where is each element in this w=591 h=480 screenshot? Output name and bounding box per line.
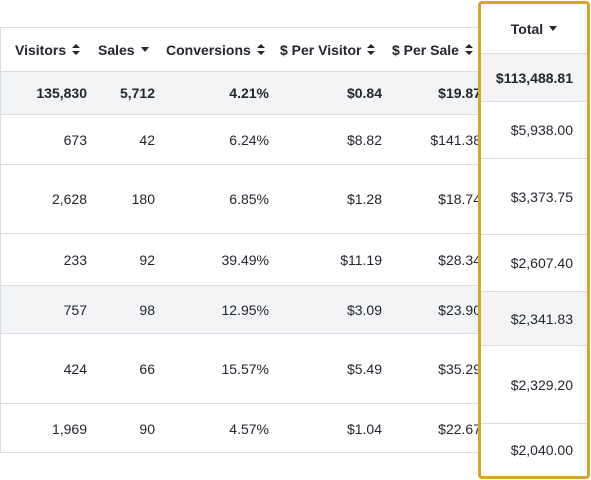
- cell-sales: 66: [139, 360, 155, 377]
- column-header-per-visitor[interactable]: $ Per Visitor: [280, 28, 376, 71]
- table-row[interactable]: 2,628 180 6.85% $1.28 $18.74: [1, 165, 481, 234]
- cell-visitors: 1,969: [51, 420, 87, 437]
- cell-sales: 90: [139, 420, 155, 437]
- cell-per-sale: $35.29: [438, 360, 481, 377]
- cell-total: $113,488.81: [481, 54, 587, 102]
- cell-per-visitor: $11.19: [340, 251, 382, 268]
- cell-total: $2,607.40: [481, 235, 587, 292]
- column-header-per-sale[interactable]: $ Per Sale: [392, 28, 473, 71]
- cell-total: $2,040.00: [510, 442, 573, 458]
- column-header-label: Conversions: [166, 41, 251, 58]
- cell-visitors: 135,830: [36, 85, 87, 101]
- cell-per-sale: $19.87: [438, 85, 481, 101]
- table-row[interactable]: 424 66 15.57% $5.49 $35.29: [1, 334, 481, 404]
- column-header-conversions[interactable]: Conversions: [166, 28, 265, 71]
- cell-sales: 180: [131, 191, 155, 207]
- cell-per-sale: $23.90: [438, 301, 481, 318]
- cell-sales: 98: [139, 301, 155, 318]
- cell-conversions: 4.21%: [229, 85, 269, 101]
- cell-visitors: 2,628: [51, 191, 87, 207]
- cell-per-sale: $18.74: [438, 191, 481, 207]
- cell-visitors: 757: [63, 301, 87, 318]
- cell-conversions: 15.57%: [221, 360, 269, 377]
- table-row[interactable]: 233 92 39.49% $11.19 $28.34: [1, 234, 481, 286]
- column-header-label: Visitors: [15, 41, 67, 58]
- cell-total: $2,329.20: [481, 346, 587, 424]
- cell-per-visitor: $8.82: [346, 131, 382, 148]
- cell-total: $3,373.75: [481, 159, 587, 235]
- cell-total: $2,341.83: [481, 292, 587, 346]
- column-header-label: Total: [510, 20, 544, 37]
- total-column-highlight: Total $113,488.81 $5,938.00 $3,373.75 $2…: [478, 1, 590, 479]
- cell-per-visitor: $5.49: [346, 360, 382, 377]
- cell-per-sale: $22.67: [438, 420, 481, 437]
- sort-arrows-icon[interactable]: [464, 44, 473, 55]
- column-header-total[interactable]: Total: [481, 4, 587, 54]
- cell-visitors: 424: [63, 360, 87, 377]
- column-header-label: Sales: [98, 41, 135, 58]
- table-header: Visitors Sales Conversions $ Per Visitor…: [1, 28, 480, 72]
- cell-conversions: 4.57%: [229, 420, 269, 437]
- cell-sales: 5,712: [119, 85, 155, 101]
- cell-per-visitor: $3.09: [346, 301, 382, 318]
- stats-table: Visitors Sales Conversions $ Per Visitor…: [0, 27, 481, 453]
- column-header-label: $ Per Visitor: [280, 41, 362, 58]
- cell-per-sale: $141.38: [430, 131, 481, 148]
- cell-per-visitor: $1.28: [346, 191, 382, 207]
- cell-per-sale: $28.34: [438, 251, 481, 268]
- cell-conversions: 12.95%: [221, 301, 269, 318]
- cell-sales: 92: [139, 251, 155, 268]
- sort-arrows-icon[interactable]: [256, 44, 265, 55]
- totals-row: 135,830 5,712 4.21% $0.84 $19.87: [1, 72, 481, 115]
- cell-sales: 42: [139, 131, 155, 148]
- cell-per-visitor: $1.04: [346, 420, 382, 437]
- column-header-label: $ Per Sale: [392, 41, 459, 58]
- sort-arrows-icon[interactable]: [367, 44, 376, 55]
- cell-conversions: 39.49%: [221, 251, 269, 268]
- cell-conversions: 6.24%: [229, 131, 269, 148]
- cell-visitors: 233: [63, 251, 87, 268]
- cell-per-visitor: $0.84: [346, 85, 382, 101]
- caret-down-icon[interactable]: [140, 47, 149, 52]
- cell-conversions: 6.85%: [229, 191, 269, 207]
- sort-arrows-icon[interactable]: [72, 44, 81, 55]
- cell-total: $5,938.00: [481, 102, 587, 159]
- column-header-sales[interactable]: Sales: [98, 28, 149, 71]
- cell-visitors: 673: [63, 131, 87, 148]
- column-header-visitors[interactable]: Visitors: [15, 28, 81, 71]
- caret-down-icon[interactable]: [549, 26, 558, 31]
- table-row[interactable]: 1,969 90 4.57% $1.04 $22.67: [1, 404, 481, 453]
- table-row[interactable]: 757 98 12.95% $3.09 $23.90: [1, 286, 481, 334]
- table-row[interactable]: 673 42 6.24% $8.82 $141.38: [1, 115, 481, 165]
